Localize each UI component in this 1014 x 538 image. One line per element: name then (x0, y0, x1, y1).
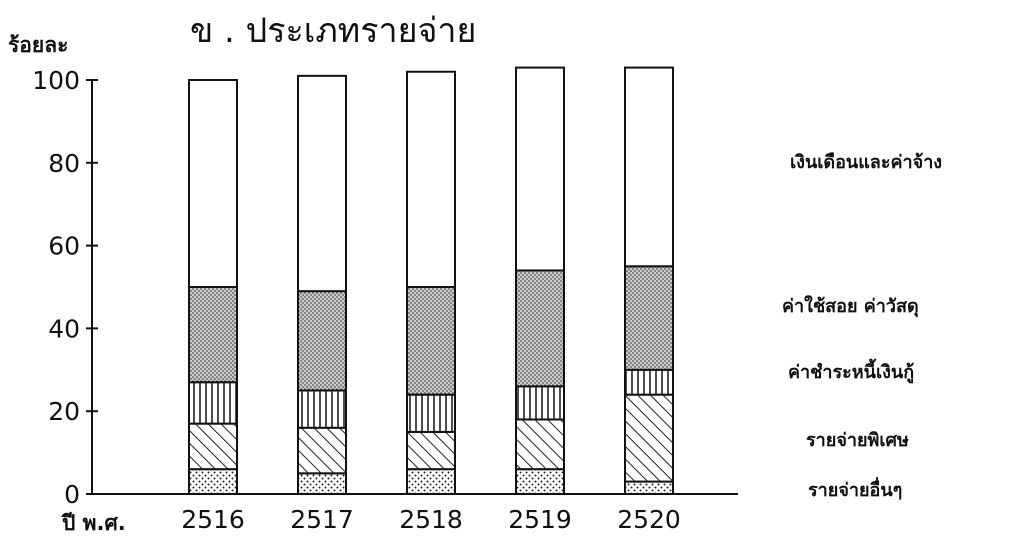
x-axis-label: ปี พ.ศ. (60, 511, 126, 535)
bar-segment (188, 286, 238, 384)
bar-segment (297, 74, 347, 293)
bar-segment (297, 426, 347, 475)
chart-title: ข . ประเภทรายจ่าย (190, 11, 476, 51)
bar-segment (188, 422, 238, 471)
bar-segment (188, 468, 238, 496)
bar-segment (406, 70, 456, 288)
bar-segment (624, 480, 674, 495)
bar-segment (515, 385, 565, 421)
x-tick-label: 2520 (617, 505, 681, 534)
y-tick-label: 40 (48, 314, 80, 343)
bar-segment (515, 269, 565, 388)
bar-segment (188, 381, 238, 425)
bar-segment (297, 472, 347, 495)
bar-segment (406, 393, 456, 433)
x-tick-label: 2518 (399, 505, 463, 534)
bar-segment (624, 393, 674, 483)
legend-label: รายจ่ายอื่นๆ (808, 477, 902, 501)
bar-segment (515, 66, 565, 272)
bars (188, 66, 674, 496)
x-tick-label: 2517 (290, 505, 354, 534)
bar-segment (406, 468, 456, 496)
y-tick-label: 60 (48, 232, 80, 261)
x-tick-label: 2516 (181, 505, 245, 534)
y-tick-label: 20 (48, 397, 80, 426)
bar-segment (515, 418, 565, 471)
bar-segment (297, 389, 347, 429)
legend-label: เงินเดือนและค่าจ้าง (790, 152, 942, 173)
bar-segment (624, 66, 674, 268)
bar-segment (188, 79, 238, 288)
legend-label: ค่าชำระหนี้เงินกู้ (788, 358, 914, 384)
x-ticks: 2516 2517 2518 2519 2520 (181, 505, 681, 534)
bar-segment (297, 290, 347, 392)
bar-segment (624, 368, 674, 396)
bar-segment (624, 265, 674, 371)
bar-segment (515, 468, 565, 496)
bar-segment (406, 286, 456, 396)
legend-label: รายจ่ายพิเศษ (806, 430, 909, 451)
bar-segment (406, 430, 456, 471)
y-axis-label: ร้อยละ (8, 33, 68, 57)
y-tick-label: 80 (48, 149, 80, 178)
x-tick-label: 2519 (508, 505, 572, 534)
y-ticks: 0 20 40 60 80 100 (32, 66, 98, 509)
y-tick-label: 0 (64, 480, 80, 509)
legend-label: ค่าใช้สอย ค่าวัสดุ (782, 295, 919, 318)
legend: รายจ่ายอื่นๆ รายจ่ายพิเศษ ค่าชำระหนี้เงินก… (782, 152, 942, 501)
y-tick-label: 100 (32, 66, 80, 95)
